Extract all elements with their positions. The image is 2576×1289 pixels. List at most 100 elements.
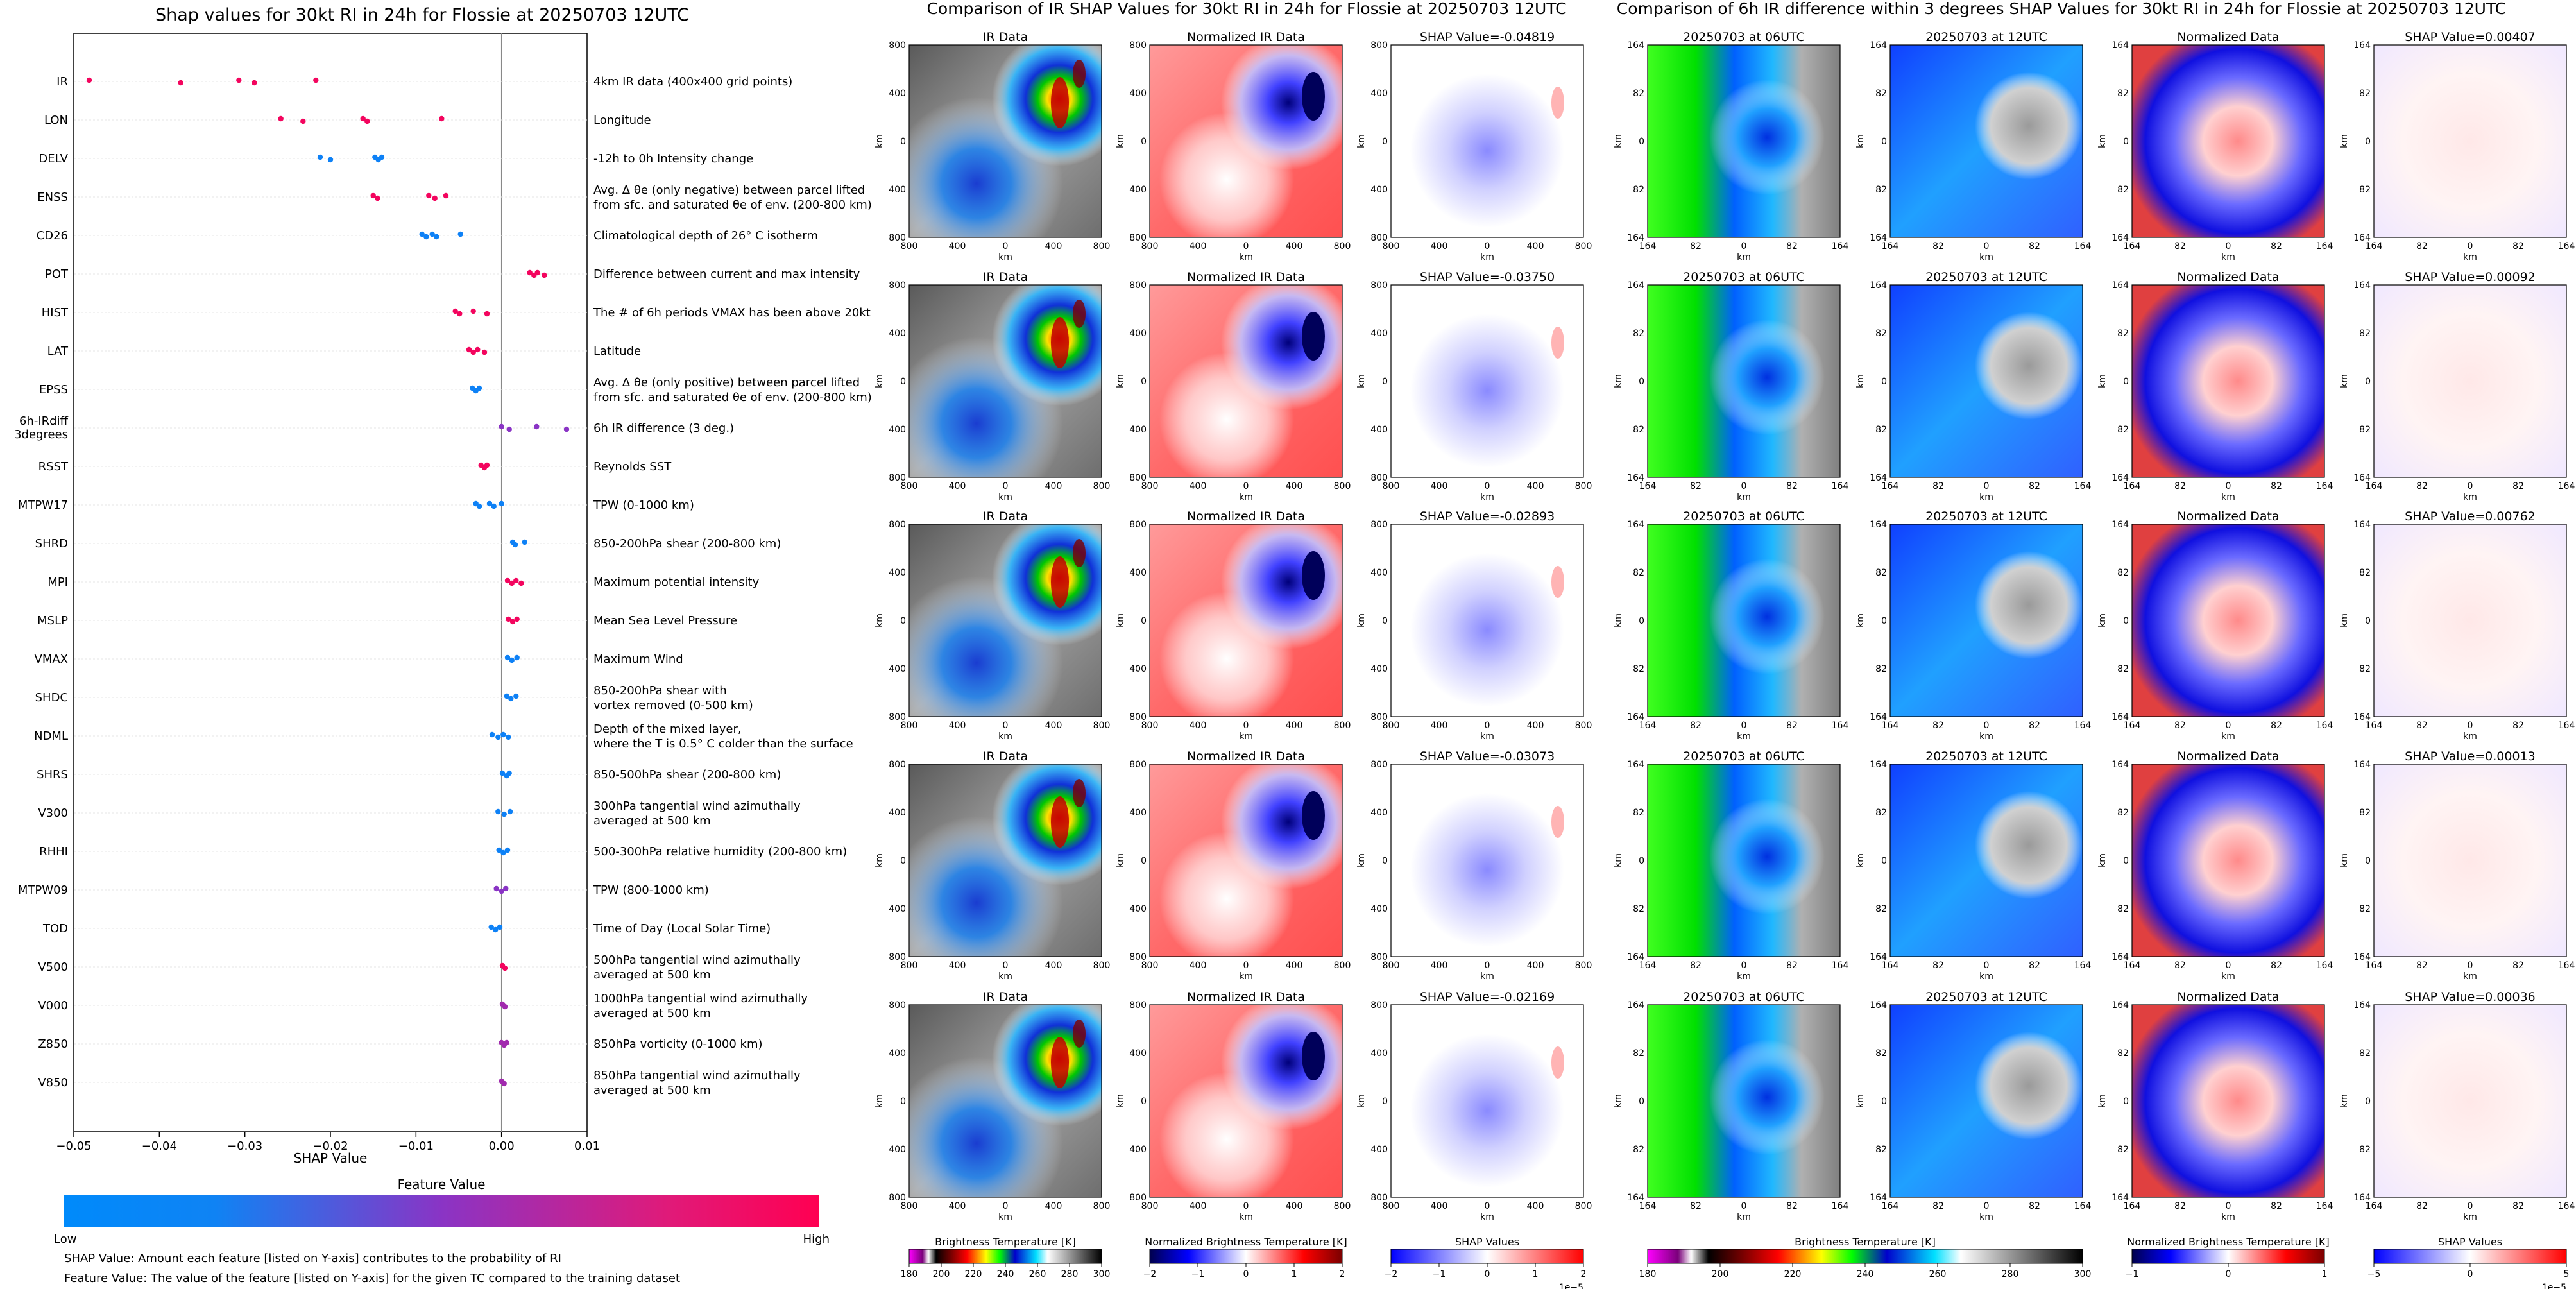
panel-x-tick: 164 xyxy=(2366,241,2383,252)
panel-frame xyxy=(2373,284,2567,478)
panel-y-tick: 164 xyxy=(2353,760,2371,770)
panel-y-tick: 82 xyxy=(2359,808,2371,818)
panel-y-tick: 164 xyxy=(1627,760,1644,770)
panel-x-tick: 800 xyxy=(1334,721,1351,731)
panel-x-unit: km xyxy=(2221,252,2235,262)
shap-point xyxy=(506,734,511,740)
shap-point xyxy=(514,616,520,622)
panel-diff-normalized: Normalized Data1641648282008282164164kmk… xyxy=(2097,30,2333,262)
shap-point xyxy=(499,888,504,894)
panel-y-tick: 0 xyxy=(2123,616,2129,626)
panel-y-tick: 82 xyxy=(1633,185,1644,195)
panel-x-unit: km xyxy=(1239,492,1253,502)
panel-y-unit: km xyxy=(1855,613,1866,627)
colorbar: SHAP Values −5 0 5 1e−5 xyxy=(2367,1236,2570,1289)
colorbar-tick: 1 xyxy=(1292,1269,1297,1279)
panel-y-unit: km xyxy=(1356,853,1367,867)
panel-y-unit: km xyxy=(2097,1094,2108,1108)
feature-description: Mean Sea Level Pressure xyxy=(593,614,737,627)
panel-y-tick: 400 xyxy=(889,1145,906,1155)
feature-label: DELV xyxy=(38,152,68,166)
panel-y-tick: 164 xyxy=(2353,1193,2371,1203)
panel-y-tick: 82 xyxy=(2359,1145,2371,1155)
panel-y-tick: 0 xyxy=(900,377,906,387)
panel-x-tick: 0 xyxy=(1485,241,1490,252)
panel-x-tick: 82 xyxy=(2512,481,2524,491)
colorbar-tick: 180 xyxy=(901,1269,918,1279)
shap-point xyxy=(522,539,527,545)
x-tick-label: 0.00 xyxy=(489,1140,515,1153)
panel-y-tick: 164 xyxy=(1627,1193,1644,1203)
panel-title: Normalized IR Data xyxy=(1187,30,1305,44)
colorbar-tick: 1 xyxy=(1533,1269,1539,1279)
panel-y-tick: 400 xyxy=(1370,1048,1388,1059)
panel-x-tick: 164 xyxy=(2558,721,2575,731)
panel-y-tick: 164 xyxy=(1627,473,1644,483)
panel-y-tick: 164 xyxy=(1870,760,1887,770)
panel-title: SHAP Value=-0.03073 xyxy=(1420,749,1555,764)
panel-x-tick: 82 xyxy=(2271,960,2282,971)
shap-point xyxy=(486,500,493,507)
feature-label: TOD xyxy=(42,922,68,935)
shap-point xyxy=(563,426,570,432)
panel-y-tick: 164 xyxy=(1627,40,1644,51)
panel-x-tick: 82 xyxy=(2512,721,2524,731)
panel-y-tick: 164 xyxy=(2353,520,2371,530)
panel-y-tick: 82 xyxy=(1875,904,1887,914)
shap-point xyxy=(375,195,380,201)
panel-x-tick: 0 xyxy=(1003,960,1009,971)
panel-x-tick: 400 xyxy=(1190,481,1207,491)
panel-x-tick: 0 xyxy=(2468,241,2473,252)
panel-x-tick: 400 xyxy=(1190,1201,1207,1211)
panel-ir-shap: SHAP Value=-0.04819800800400400004004008… xyxy=(1356,30,1592,262)
colorbar-gradient xyxy=(2131,1249,2325,1264)
shap-point xyxy=(534,423,540,430)
panel-frame xyxy=(1149,284,1343,478)
panel-y-tick: 82 xyxy=(1633,808,1644,818)
panel-y-unit: km xyxy=(1115,374,1125,388)
panel-x-tick: 0 xyxy=(1741,960,1747,971)
panel-x-tick: 0 xyxy=(1984,721,1990,731)
feature-colorbar-low: Low xyxy=(54,1233,76,1246)
panel-x-tick: 82 xyxy=(1932,1201,1944,1211)
panel-x-tick: 164 xyxy=(2074,1201,2092,1211)
colorbar-tick: 220 xyxy=(1784,1269,1802,1279)
x-tick-label: −0.01 xyxy=(398,1140,434,1153)
feature-label: V300 xyxy=(38,807,68,820)
panel-x-tick: 0 xyxy=(1243,721,1249,731)
panel-y-tick: 800 xyxy=(889,520,906,530)
panel-title: Normalized IR Data xyxy=(1187,509,1305,524)
panel-x-tick: 164 xyxy=(1882,481,1899,491)
shap-point xyxy=(484,311,490,317)
panel-diff-12utc: 20250703 at 12UTC1641648282008282164164k… xyxy=(1855,30,2091,262)
panel-x-unit: km xyxy=(1737,971,1751,982)
panel-y-tick: 800 xyxy=(1129,280,1147,291)
panel-x-unit: km xyxy=(1480,731,1494,742)
panel-x-tick: 82 xyxy=(1932,721,1944,731)
panel-y-tick: 82 xyxy=(2359,425,2371,435)
panel-x-unit: km xyxy=(1480,1212,1494,1222)
panel-y-tick: 800 xyxy=(889,712,906,722)
panel-diff-shap: SHAP Value=0.000361641648282008282164164… xyxy=(2339,990,2575,1222)
panel-y-tick: 800 xyxy=(1370,760,1388,770)
panel-frame xyxy=(1647,764,1841,957)
shap-point xyxy=(506,426,512,432)
feature-label: LON xyxy=(44,114,68,127)
panel-x-tick: 164 xyxy=(2124,721,2141,731)
panel-y-tick: 164 xyxy=(1627,280,1644,291)
panel-y-tick: 82 xyxy=(2117,329,2129,339)
feature-label: MTPW09 xyxy=(18,884,68,897)
panel-y-tick: 0 xyxy=(1141,856,1147,866)
panel-x-tick: 400 xyxy=(1431,481,1448,491)
beeswarm-title: Shap values for 30kt RI in 24h for Floss… xyxy=(155,5,689,25)
panel-y-tick: 400 xyxy=(1370,904,1388,914)
panel-y-tick: 164 xyxy=(1870,952,1887,962)
panel-y-tick: 400 xyxy=(889,1048,906,1059)
panel-x-unit: km xyxy=(2463,252,2477,262)
shap-point xyxy=(504,577,511,584)
panel-title: 20250703 at 06UTC xyxy=(1683,270,1805,284)
panel-title: Normalized IR Data xyxy=(1187,990,1305,1004)
colorbar: Brightness Temperature [K] 180 200 220 240 26… xyxy=(1639,1236,2092,1279)
panel-diff-12utc: 20250703 at 12UTC1641648282008282164164k… xyxy=(1855,990,2091,1222)
